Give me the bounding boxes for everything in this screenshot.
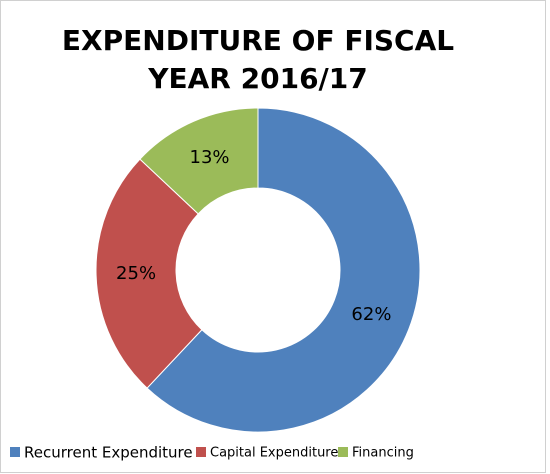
data-label: 25% xyxy=(116,263,156,284)
chart-title: EXPENDITURE OF FISCAL YEAR 2016/17 xyxy=(61,24,455,95)
data-label: 13% xyxy=(190,147,230,168)
legend-swatch xyxy=(196,447,206,457)
legend-swatch xyxy=(10,447,20,457)
donut-slice xyxy=(139,107,259,215)
data-label: 62% xyxy=(351,304,391,325)
donut-slice xyxy=(95,158,203,389)
legend-label: Recurrent Expenditure xyxy=(24,444,193,462)
donut-slice xyxy=(146,107,421,433)
legend-label: Capital Expenditure xyxy=(210,446,338,461)
legend-label: Financing xyxy=(352,446,414,461)
legend-swatch xyxy=(338,447,348,457)
